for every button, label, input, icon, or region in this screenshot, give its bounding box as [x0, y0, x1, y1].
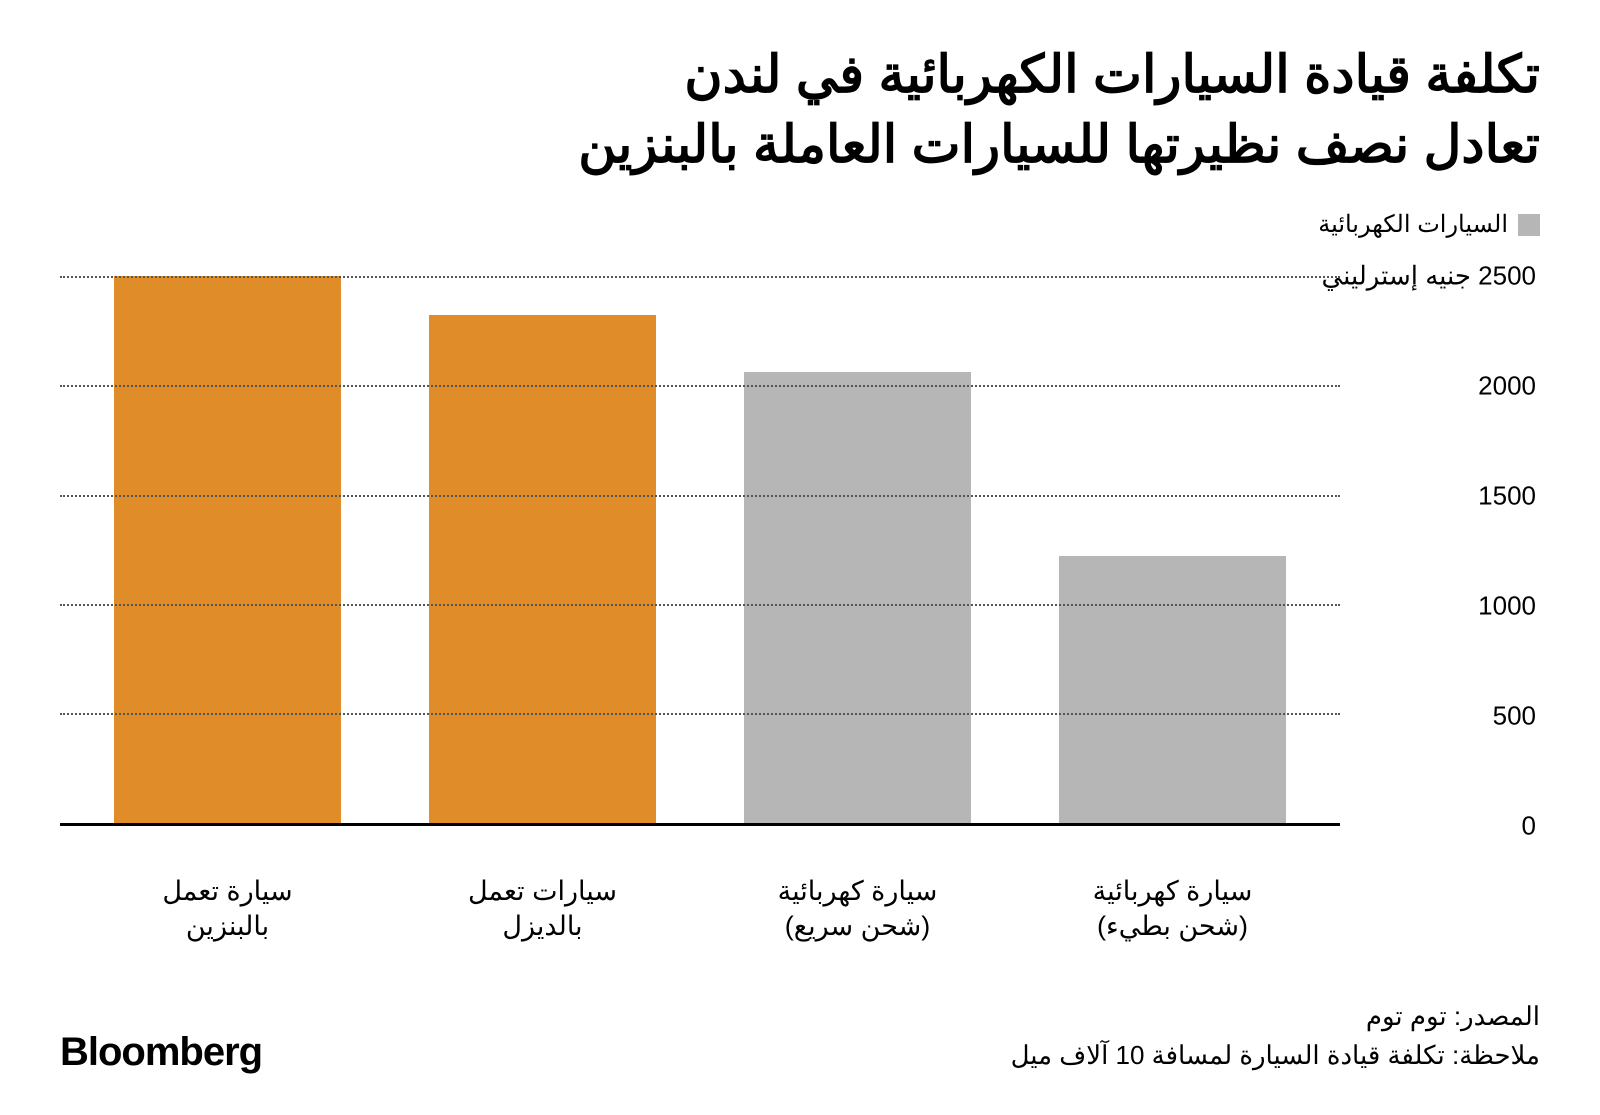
x-tick-label: سيارة كهربائية(شحن سريع) [700, 874, 1015, 944]
bar [114, 276, 341, 823]
bar-slot [70, 276, 385, 823]
gridline [60, 385, 1340, 387]
bar-chart: 05001000150020002500 جنيه إسترليني سيارة… [60, 276, 1540, 856]
bar-slot [1015, 276, 1330, 823]
gridline [60, 713, 1340, 715]
y-tick-label: 500 [1493, 700, 1540, 731]
y-tick-label: 2500 جنيه إسترليني [1322, 260, 1540, 291]
bar [744, 372, 971, 823]
legend-swatch [1518, 214, 1540, 236]
bars-container [60, 276, 1340, 823]
plot-area [60, 276, 1340, 826]
brand-logo: Bloomberg [60, 1030, 262, 1075]
source-line: المصدر: توم توم [1011, 997, 1540, 1036]
y-axis-labels: 05001000150020002500 جنيه إسترليني [1340, 276, 1540, 826]
chart-footer: المصدر: توم توم ملاحظة: تكلفة قيادة السي… [60, 997, 1540, 1075]
title-line-1: تكلفة قيادة السيارات الكهربائية في لندن [684, 46, 1540, 104]
y-tick-label: 2000 [1478, 370, 1540, 401]
y-tick-label: 1500 [1478, 480, 1540, 511]
legend: السيارات الكهربائية [60, 210, 1540, 241]
y-tick-label: 0 [1522, 810, 1540, 841]
bar-slot [385, 276, 700, 823]
gridline [60, 604, 1340, 606]
x-tick-label: سيارة تعملبالبنزين [70, 874, 385, 944]
footnotes: المصدر: توم توم ملاحظة: تكلفة قيادة السي… [1011, 997, 1540, 1075]
x-tick-label: سيارات تعملبالديزل [385, 874, 700, 944]
legend-label: السيارات الكهربائية [1318, 210, 1508, 239]
title-line-2: تعادل نصف نظيرتها للسيارات العاملة بالبن… [578, 116, 1540, 174]
note-line: ملاحظة: تكلفة قيادة السيارة لمسافة 10 آل… [1011, 1036, 1540, 1075]
chart-title: تكلفة قيادة السيارات الكهربائية في لندن … [60, 40, 1540, 180]
bar-slot [700, 276, 1015, 823]
x-tick-label: سيارة كهربائية(شحن بطيء) [1015, 874, 1330, 944]
gridline [60, 276, 1340, 278]
legend-item-ev: السيارات الكهربائية [1318, 210, 1540, 239]
gridline [60, 495, 1340, 497]
y-tick-label: 1000 [1478, 590, 1540, 621]
x-axis-labels: سيارة تعملبالبنزينسيارات تعملبالديزلسيار… [60, 874, 1340, 944]
bar [1059, 556, 1286, 823]
bar [429, 315, 656, 823]
